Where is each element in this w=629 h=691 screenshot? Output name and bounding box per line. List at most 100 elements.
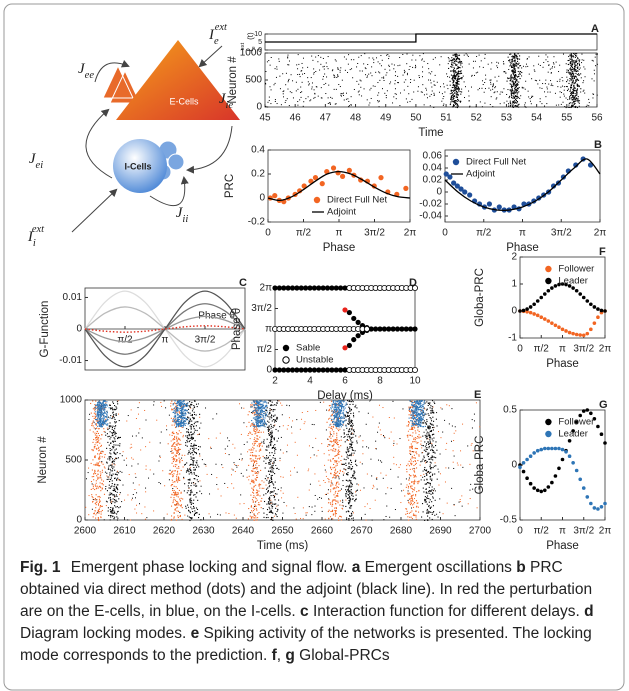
spike (103, 428, 105, 430)
spike (253, 444, 255, 446)
spike (534, 79, 536, 81)
spike (417, 506, 419, 508)
spike (428, 443, 430, 445)
spike (111, 449, 113, 451)
spike (100, 473, 102, 475)
spike (577, 85, 580, 87)
spike (450, 96, 452, 98)
spike (107, 476, 109, 478)
spike (342, 424, 344, 426)
spike (269, 418, 271, 420)
spike (407, 425, 409, 427)
spike (108, 514, 110, 517)
spike (109, 499, 111, 501)
spike (118, 472, 120, 474)
spike (108, 425, 110, 427)
spike (434, 514, 436, 516)
spike (195, 452, 197, 454)
spike (270, 414, 273, 416)
spike (266, 446, 268, 448)
spike (331, 427, 333, 429)
spike (170, 451, 172, 453)
spike (335, 513, 337, 515)
spike (266, 479, 268, 481)
spike (102, 463, 104, 465)
spike (250, 449, 252, 451)
spike (412, 514, 414, 516)
spike (406, 510, 408, 512)
spike (396, 443, 398, 445)
spike (271, 481, 273, 483)
spike (192, 505, 195, 508)
spike (321, 497, 323, 499)
spike (574, 95, 577, 97)
spike (186, 403, 188, 405)
spike (388, 64, 390, 66)
spike (189, 464, 191, 466)
spike (101, 509, 103, 512)
spike (420, 436, 422, 438)
spike (255, 426, 257, 428)
spike (511, 70, 513, 72)
spike (177, 493, 179, 496)
spike (572, 79, 574, 81)
spike (551, 67, 553, 69)
spike (269, 485, 271, 487)
spike (431, 444, 433, 446)
spike (299, 76, 301, 78)
spike (119, 445, 121, 447)
spike (323, 65, 325, 67)
spike (298, 63, 300, 65)
spike (174, 446, 176, 448)
spike (371, 519, 373, 521)
spike (189, 499, 191, 501)
spike (439, 86, 441, 88)
spike (417, 435, 419, 438)
spike (254, 478, 256, 480)
spike (478, 54, 480, 56)
spike (331, 70, 333, 72)
data-point (276, 285, 282, 291)
spike (423, 94, 425, 96)
spike (517, 58, 519, 60)
spike (475, 402, 477, 404)
spike (411, 485, 413, 487)
spike (302, 57, 304, 59)
spike (411, 435, 413, 437)
spike (160, 483, 162, 485)
spike (270, 443, 272, 446)
spike (307, 410, 309, 412)
spike (110, 442, 112, 444)
spike (92, 488, 94, 490)
spike (575, 80, 577, 82)
spike (270, 491, 272, 493)
spike (347, 415, 350, 417)
spike (161, 405, 163, 407)
spike (510, 79, 512, 81)
spike (517, 104, 519, 106)
spike (512, 64, 514, 66)
spike (459, 60, 461, 62)
spike (178, 467, 180, 469)
spike (355, 459, 357, 461)
spike (511, 88, 513, 90)
spike (514, 101, 516, 103)
spike (183, 404, 185, 406)
x-tick-label: 2600 (74, 526, 97, 537)
spike (171, 471, 173, 474)
spike (452, 77, 454, 79)
spike (195, 496, 197, 498)
spike (97, 476, 99, 478)
spike (172, 457, 175, 460)
spike (359, 435, 361, 437)
spike (352, 412, 355, 414)
spike (337, 452, 339, 454)
data-point (285, 285, 291, 291)
spike (270, 89, 272, 91)
spike (95, 504, 97, 506)
spike (351, 428, 353, 430)
spike (107, 441, 109, 443)
spike (285, 84, 287, 86)
spike (137, 463, 139, 465)
spike (572, 89, 574, 91)
